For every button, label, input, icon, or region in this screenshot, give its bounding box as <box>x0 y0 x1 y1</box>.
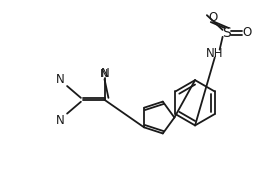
Text: N: N <box>56 73 64 86</box>
Text: N: N <box>101 67 110 80</box>
Text: N: N <box>100 69 109 79</box>
Text: N: N <box>56 114 64 127</box>
Text: NH: NH <box>206 47 224 60</box>
Text: O: O <box>208 11 217 24</box>
Text: O: O <box>243 26 252 39</box>
Text: S: S <box>222 26 231 40</box>
